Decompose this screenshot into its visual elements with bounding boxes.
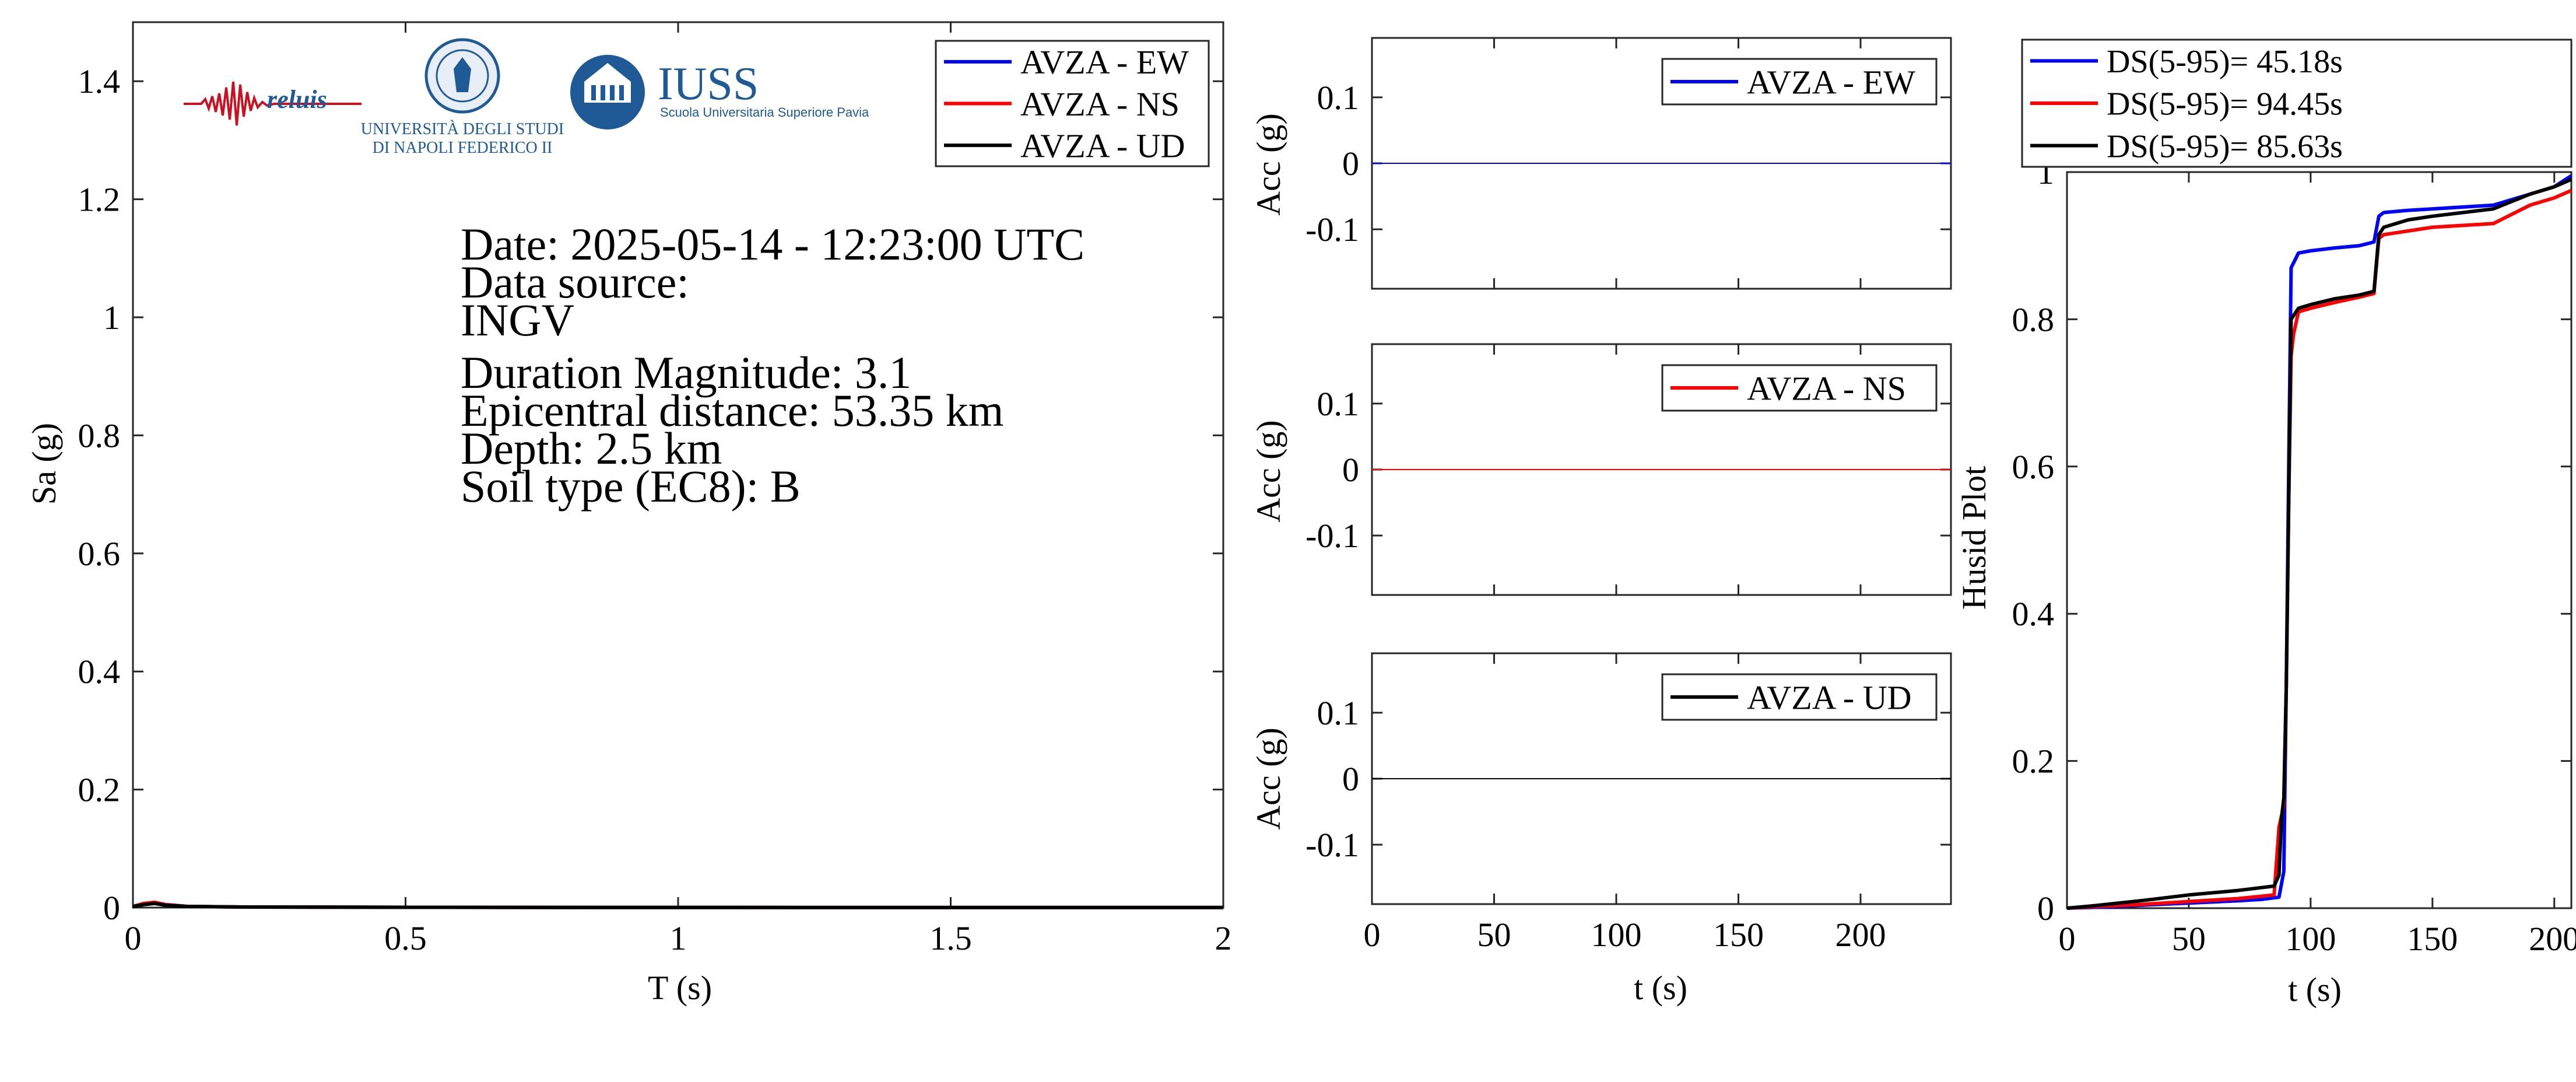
spectrum-ytick-label: 1.2 — [78, 181, 121, 219]
info-depth: Depth: 2.5 km — [461, 423, 722, 474]
sa-xlabel: T (s) — [648, 969, 712, 1007]
acc-legend-0-entry: AVZA - EW — [1747, 63, 1915, 101]
spectrum-legend-entry: AVZA - NS — [1020, 85, 1180, 123]
iuss-logo-text: IUSS — [658, 58, 759, 110]
acc-panel-2-xtick-label: 50 — [1477, 916, 1511, 954]
acc-panel-2-xtick-label: 200 — [1835, 916, 1886, 954]
husid-ytick-label: 0.8 — [2012, 300, 2055, 338]
husid-legend-entry: DS(5-95)= 45.18s — [2107, 44, 2343, 80]
husid-xtick-label: 100 — [2285, 920, 2336, 958]
info-soil: Soil type (EC8): B — [461, 461, 801, 512]
acc-panel-0-ytick-label: 0.1 — [1317, 79, 1360, 117]
husid-frame — [2066, 171, 2573, 909]
acc-legend-2-entry: AVZA - UD — [1747, 678, 1912, 716]
university-logo: UNIVERSITÀ DEGLI STUDI DI NAPOLI FEDERIC… — [361, 38, 564, 157]
husid-legend-box — [2021, 38, 2573, 168]
acc-panel-2-xtick-label: 0 — [1364, 916, 1381, 954]
acc-legend-1-entry: AVZA - NS — [1747, 369, 1906, 407]
spectrum-legend-entry: AVZA - EW — [1020, 43, 1189, 81]
acc-panel-2-xtick-label: 150 — [1713, 916, 1764, 954]
spectrum-ytick-label: 0 — [103, 889, 120, 927]
info-data-source: INGV — [461, 295, 574, 345]
spectrum-series-line — [132, 901, 1224, 909]
spectrum-ytick-label: 0.6 — [78, 535, 121, 573]
acc-panel-1-ytick-label: 0.1 — [1317, 385, 1360, 423]
spectrum-xtick-label: 0.5 — [384, 919, 427, 957]
husid-ytick-label: 0.2 — [2012, 743, 2055, 780]
husid-series-line — [2066, 174, 2573, 910]
info-distance: Epicentral distance: 53.35 km — [461, 385, 1003, 436]
spectrum-xtick-label: 1 — [670, 919, 687, 957]
acc-panel-1-ytick-label: 0 — [1342, 451, 1359, 489]
sa-ylabel: Sa (g) — [25, 423, 63, 505]
acc-panel-0-ytick-label: 0 — [1342, 145, 1359, 183]
husid-series-line — [2066, 177, 2573, 910]
spectrum-ytick-label: 1 — [103, 299, 120, 337]
husid-xtick-label: 200 — [2529, 920, 2576, 958]
acc-panel-0-ytick-label: -0.1 — [1305, 211, 1359, 248]
iuss-subtitle: Scuola Universitaria Superiore Pavia — [660, 105, 869, 120]
spectrum-xtick-label: 1.5 — [929, 919, 972, 957]
reluis-logo-text: reluis — [267, 85, 327, 114]
husid-xtick-label: 50 — [2172, 920, 2206, 958]
reluis-logo: reluis — [184, 81, 362, 126]
spectrum-ytick-label: 1.4 — [78, 62, 121, 100]
spectrum-xtick-label: 2 — [1215, 919, 1232, 957]
husid-legend-entry: DS(5-95)= 85.63s — [2107, 128, 2343, 164]
husid-ytick-label: 0 — [2037, 890, 2054, 927]
university-name-line1: UNIVERSITÀ DEGLI STUDI — [361, 120, 564, 138]
acc-ylabel-ew: Acc (g) — [1250, 113, 1287, 216]
iuss-logo: IUSS Scuola Universitaria Superiore Pavi… — [570, 55, 869, 129]
husid-series-line — [2066, 188, 2573, 910]
info-date: Date: 2025-05-14 - 12:23:00 UTC — [461, 219, 1085, 269]
acc-panel-2-ytick-label: 0.1 — [1317, 694, 1360, 732]
plot-layer: 0 0.5 1 1.5 2 0 0.2 0.4 0.6 0.8 1 1.2 1.4 AVZA - EW AV… — [78, 21, 2576, 958]
acc-panel-2-ytick-label: -0.1 — [1305, 826, 1359, 864]
husid-xtick-label: 0 — [2059, 920, 2076, 958]
spectrum-ytick-label: 0.8 — [78, 416, 121, 454]
acc-ylabel-ud: Acc (g) — [1250, 727, 1287, 830]
husid-legend-entry: DS(5-95)= 94.45s — [2107, 86, 2343, 122]
acc-xlabel: t (s) — [1634, 969, 1687, 1007]
spectrum-xtick-label: 0 — [125, 919, 142, 957]
university-name-line2: DI NAPOLI FEDERICO II — [373, 139, 553, 157]
husid-ytick-label: 0.6 — [2012, 448, 2055, 486]
text-layer: Sa (g) T (s) Acc (g) Acc (g) Acc (g) t (… — [25, 38, 2342, 1009]
spectrum-ytick-label: 0.4 — [78, 653, 121, 691]
husid-ylabel: Husid Plot — [1955, 466, 1993, 610]
info-magnitude: Duration Magnitude: 3.1 — [461, 347, 911, 398]
acc-panel-2-xtick-label: 100 — [1591, 916, 1641, 954]
husid-xlabel: t (s) — [2288, 971, 2342, 1009]
reluis-seismogram-icon — [184, 81, 362, 126]
husid-xtick-label: 150 — [2407, 920, 2458, 958]
acc-ylabel-ns: Acc (g) — [1250, 420, 1287, 523]
info-data-source-label: Data source: — [461, 257, 689, 307]
acc-panel-2-ytick-label: 0 — [1342, 760, 1359, 798]
spectrum-ytick-label: 0.2 — [78, 771, 121, 809]
acc-panel-1-ytick-label: -0.1 — [1305, 517, 1359, 555]
husid-ytick-label: 0.4 — [2012, 595, 2055, 633]
spectrum-legend-entry: AVZA - UD — [1020, 127, 1185, 164]
acc-legend-1-box — [1661, 364, 1938, 412]
